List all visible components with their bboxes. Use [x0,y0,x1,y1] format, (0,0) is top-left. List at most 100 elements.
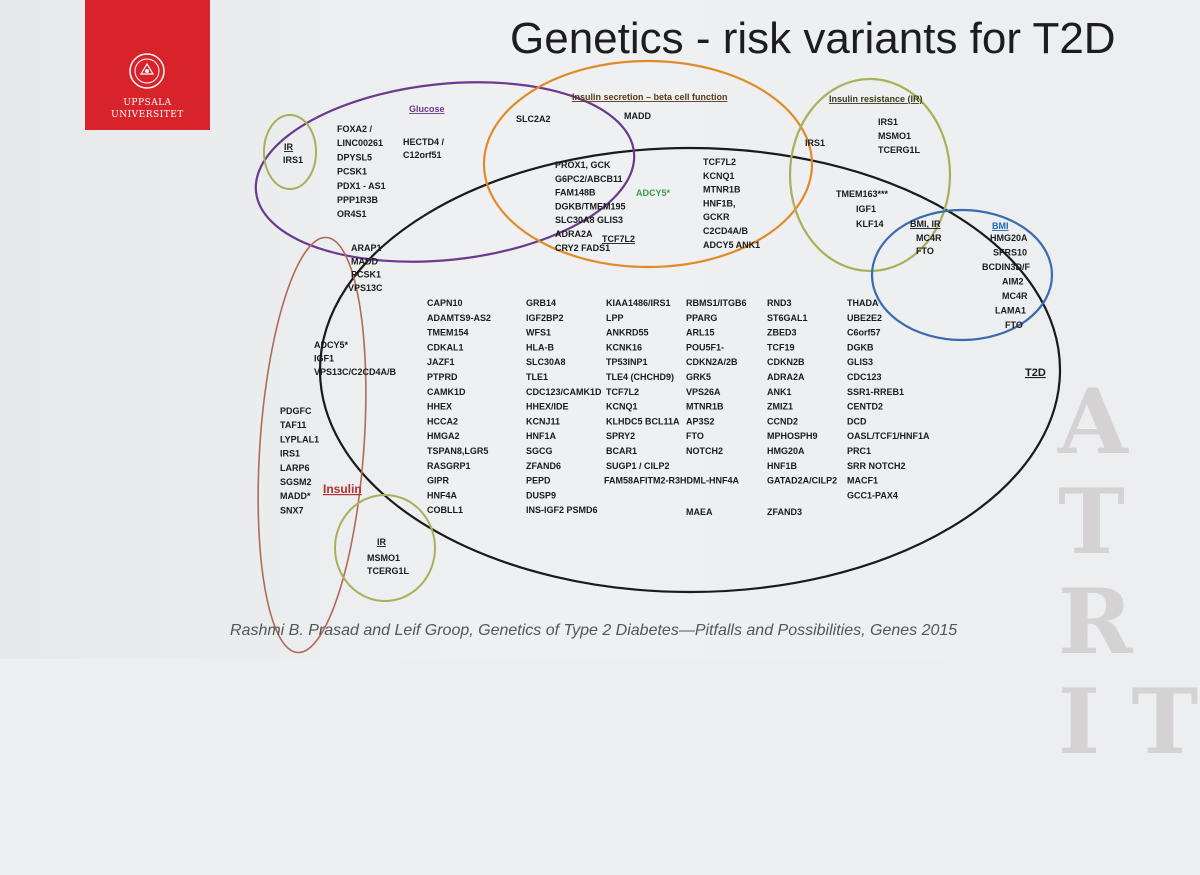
gene-label-t2d: HHEX/IDE [526,402,569,412]
t2d-label: T2D [1025,367,1046,379]
gene-label-t2d: CDKN2B [767,357,805,367]
gene-label-ir: MSMO1 [367,553,400,563]
gene-label-secretion-t2d: KCNQ1 [703,171,735,181]
gene-label-insulin: LYPLAL1 [280,434,319,444]
gene-label-secretion-resistance: IRS1 [805,138,825,148]
gene-label-t2d: ZBED3 [767,328,797,338]
gene-label-bmi: FTO [1005,320,1023,330]
gene-label-t2d: CDKAL1 [427,342,464,352]
gene-label-t2d: JAZF1 [427,357,455,367]
uppsala-university-logo: UPPSALA UNIVERSITET [85,0,210,130]
gene-label-secretion-t2d: CRY2 FADS1 [555,243,610,253]
gene-label-secretion-t2d: G6PC2/ABCB11 [555,174,623,184]
gene-label-resistance: MSMO1 [878,131,911,141]
gene-label-groups: IRS1 FOXA2 / LINC00261 DPYSL5 PCSK1 PDX1 - AS… [280,111,1031,576]
gene-label-t2d: SGCG [526,446,553,456]
gene-label-t2d: ST6GAL1 [767,313,808,323]
gene-label-t2d: INS-IGF2 PSMD6 [526,505,598,515]
gene-label-bmi: BCDIN3D/F [982,262,1031,272]
gene-label-t2d: ANK1 [767,387,792,397]
gene-label-t2d: UBE2E2 [847,313,882,323]
gene-adcy5-green: ADCY5* [636,188,671,198]
gene-label-bmi: HMG20A [990,233,1028,243]
t2d-ellipse [318,146,1062,594]
ir-top-label: IR [284,142,294,152]
gene-label-secretion: MADD [624,111,651,121]
gene-label-t2d: TLE4 (CHCHD9) [606,372,674,382]
gene-label-glucose-insulin-t2d: VPS13C [348,283,383,293]
gene-label-insulin: LARP6 [280,463,310,473]
gene-label-t2d: WFS1 [526,328,551,338]
gene-label-secretion-t2d: ADCY5 ANK1 [703,240,760,250]
gene-label-t2d: RBMS1/ITGB6 [686,298,747,308]
glucose-label: Glucose [409,104,445,114]
gene-label-t2d: CAMK1D [427,387,466,397]
gene-label-secretion-t2d: FAM148B [555,188,596,198]
gene-label-t2d: HMGA2 [427,431,460,441]
gene-label-t2d: HNF1B [767,461,798,471]
ir-bottom-label: IR [377,537,387,547]
university-seal-icon [129,53,165,89]
gene-label-t2d: IGF2BP2 [526,313,564,323]
logo-line-1: UPPSALA [123,98,172,108]
gene-label-resistance-t2d: KLF14 [856,219,884,229]
insulin-secretion-ellipse [482,59,814,269]
gene-label-insulin: MADD* [280,491,311,501]
gene-label-glucose: DPYSL5 [337,152,372,162]
gene-label-t2d: GRB14 [526,298,556,308]
gene-label-t2d: ADRA2A [767,372,805,382]
insulin-label: Insulin [323,482,362,496]
gene-label-t2d: MPHOSPH9 [767,431,818,441]
gene-label-t2d: HNF1A [526,431,557,441]
risk-variant-venn-diagram: Glucose Insulin secretion – beta cell fu… [254,59,1062,654]
gene-label-t2d: HHEX [427,402,452,412]
slide-title: Genetics - risk variants for T2D [510,14,1116,63]
gene-label-insulin: SGSM2 [280,477,312,487]
gene-label-t2d: PEPD [526,476,551,486]
insulin-resistance-label: Insulin resistance (IR) [829,94,923,104]
gene-label-t2d: DCD [847,416,867,426]
gene-label-t2d: SPRY2 [606,431,635,441]
gene-label-bmi: MC4R [1002,291,1028,301]
gene-label-bmi: AIM2 [1002,277,1024,287]
gene-label-secretion-t2d: SLC30A8 GLIS3 [555,215,623,225]
gene-label-secretion-t2d: HNF1B, [703,198,736,208]
gene-label-insulin-t2d: ADCY5* [314,340,349,350]
gene-label-t2d: MTNR1B [686,402,724,412]
gene-label-t2d: VPS26A [686,387,721,397]
gene-label-t2d: FTO [686,431,704,441]
gene-label-t2d: GATAD2A/CILP2 [767,476,837,486]
gene-label-glucose: HECTD4 / [403,137,445,147]
gene-label-t2d: CCND2 [767,416,798,426]
gene-label-resistance: IRS1 [878,117,898,127]
bmi-ir-label: BMI, IR [910,219,941,229]
gene-label-t2d: TCF7L2 [606,387,639,397]
gene-label-t2d: RND3 [767,298,792,308]
gene-label-t2d: TMEM154 [427,328,469,338]
gene-label-t2d: ANKRD55 [606,328,649,338]
gene-label-t2d: MACF1 [847,476,878,486]
gene-label-bmi-ir: MC4R [916,233,942,243]
gene-label-bmi: SFRS10 [993,248,1027,258]
citation: Rashmi B. Prasad and Leif Groop, Genetic… [230,622,958,639]
gene-label-insulin: IRS1 [280,449,300,459]
gene-label-t2d: KLHDC5 BCL11A [606,416,680,426]
gene-label-glucose: PPP1R3B [337,195,379,205]
gene-label-t2d: CDC123 [847,372,882,382]
gene-label-secretion-t2d: C2CD4A/B [703,226,749,236]
gene-label-t2d: TCF19 [767,342,795,352]
gene-label-t2d: ARL15 [686,328,715,338]
insulin-ellipse [257,236,367,654]
gene-label-t2d: CENTD2 [847,402,883,412]
gene-label-t2d: KCNJ11 [526,416,560,426]
gene-label-ir: TCERG1L [367,566,410,576]
gene-label-secretion: SLC2A2 [516,114,551,124]
gene-label-t2d: BCAR1 [606,446,637,456]
gene-label-t2d: DUSP9 [526,490,556,500]
gene-label-t2d: FAM58AFITM2-R3HDML-HNF4A [604,476,740,486]
gene-label-t2d: KCNK16 [606,342,642,352]
gene-label-t2d: ZFAND3 [767,507,802,517]
insulin-secretion-label: Insulin secretion – beta cell function [572,92,728,102]
gene-label-resistance-t2d: IGF1 [856,204,876,214]
gene-label-t2d: LPP [606,313,624,323]
